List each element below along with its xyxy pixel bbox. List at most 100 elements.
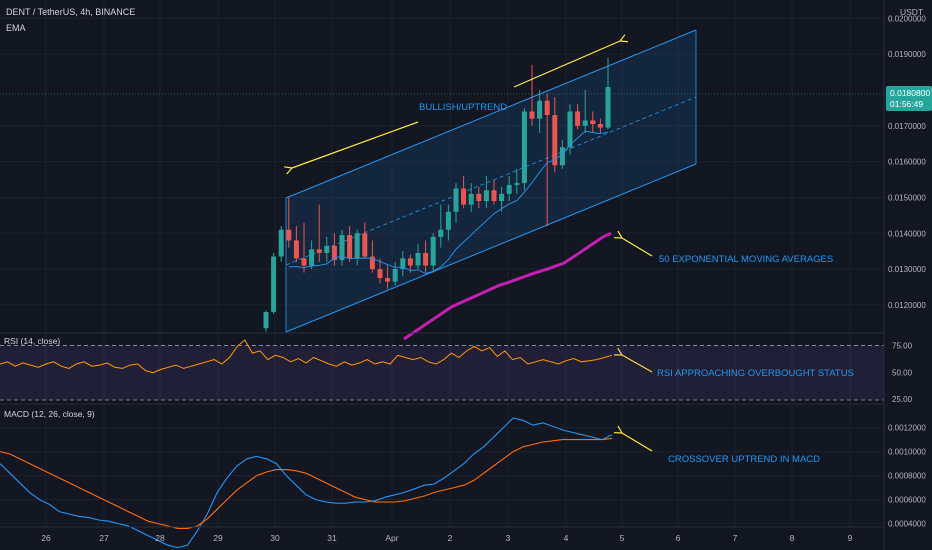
price-tick-label: 0.0140000: [888, 229, 926, 238]
candle: [514, 168, 520, 194]
macd-tick-label: 0.0012000: [888, 424, 926, 433]
price-tick-label: 0.0130000: [888, 265, 926, 274]
time-tick-label: 8: [790, 533, 795, 543]
candle: [347, 226, 353, 262]
arrow-shaft: [513, 40, 621, 88]
candle: [476, 186, 482, 209]
rsi-pane[interactable]: RSI (14, close) RSI APPROACHING OVERBOUG…: [0, 336, 884, 401]
candle-body: [597, 124, 603, 128]
arrow-head: [617, 347, 623, 356]
candle: [385, 265, 391, 289]
candle-body: [438, 229, 444, 237]
last-price-badge: [886, 86, 932, 111]
time-tick-label: 5: [620, 533, 625, 543]
candle-body: [499, 193, 505, 202]
trend-channel[interactable]: [285, 29, 697, 333]
candle-body: [278, 229, 284, 257]
candle: [377, 258, 383, 284]
time-tick-label: 27: [99, 533, 109, 543]
candle-body: [506, 184, 512, 194]
macd-tick-label: 0.0008000: [888, 472, 926, 481]
countdown-timer: 01:56:49: [890, 99, 923, 109]
candle: [293, 226, 299, 262]
ema-legend: EMA: [6, 23, 26, 33]
time-tick-label: 28: [155, 533, 165, 543]
candle: [415, 244, 421, 270]
candle: [468, 183, 474, 212]
time-tick-label: 30: [270, 533, 280, 543]
candle: [423, 240, 429, 273]
candle-body: [537, 100, 543, 119]
time-axis-ticks: 26 27 28 29 30 31 Apr 2 3 4 5 6 7 8 9: [41, 533, 852, 543]
candle: [582, 89, 588, 133]
candle-body: [309, 249, 315, 266]
time-tick-label: Apr: [385, 533, 398, 543]
arrow-shaft: [621, 432, 653, 452]
grid-lines: [0, 0, 884, 527]
rsi-title: RSI (14, close): [4, 336, 60, 346]
candle: [263, 310, 269, 332]
candle-body: [559, 147, 565, 166]
candle: [354, 229, 360, 266]
candle: [286, 197, 292, 248]
candle-body: [286, 229, 292, 241]
price-tick-label: 0.0160000: [888, 158, 926, 167]
candle: [407, 254, 413, 273]
arrow-head: [617, 425, 623, 434]
candle-body: [301, 258, 307, 266]
candle-body: [347, 235, 353, 259]
candle: [369, 240, 375, 273]
rsi-band: [0, 345, 884, 400]
time-tick-label: 3: [506, 533, 511, 543]
price-tick-label: 0.0170000: [888, 122, 926, 131]
arrow-head: [617, 230, 623, 239]
macd-tick-label: 0.0006000: [888, 496, 926, 505]
channel-lower-line[interactable]: [285, 163, 697, 333]
last-price-value: 0.0180800: [890, 88, 930, 98]
macd-arrow: [613, 425, 653, 452]
candle: [537, 89, 543, 133]
price-tick-label: 0.0200000: [888, 14, 926, 23]
rsi-tick-label: 25.00: [892, 395, 913, 404]
candle: [521, 107, 527, 191]
price-axis-ticks: 0.0200000 0.0190000 0.0170000 0.0160000 0.01…: [888, 14, 926, 310]
signal-line: [0, 437, 613, 529]
time-tick-label: 6: [676, 533, 681, 543]
macd-tick-label: 0.0004000: [888, 520, 926, 529]
candle: [309, 240, 315, 270]
candle-body: [590, 120, 596, 125]
candle-body: [544, 100, 550, 116]
rsi-line: [0, 339, 613, 374]
candle-body: [362, 233, 368, 257]
candle-body: [468, 193, 474, 205]
ema-arrow: [613, 230, 653, 257]
candle-body: [453, 188, 459, 212]
channel-fill: [286, 30, 696, 332]
time-tick-label: 31: [327, 533, 337, 543]
time-tick-label: 9: [848, 533, 853, 543]
macd-pane[interactable]: MACD (12, 26, close, 9) CROSSOVER UPTREN…: [0, 409, 820, 549]
candle: [453, 183, 459, 223]
candle: [461, 175, 467, 209]
channel-upper-line[interactable]: [285, 29, 697, 199]
annotation-ema: 50 EXPONENTIAL MOVING AVERAGES: [659, 254, 833, 265]
candle-body: [316, 249, 322, 253]
time-tick-label: 29: [213, 533, 223, 543]
candle: [445, 204, 451, 241]
candle: [567, 104, 573, 155]
candle: [392, 261, 398, 286]
candle-body: [575, 111, 581, 126]
time-tick-label: 26: [41, 533, 51, 543]
arrow-shaft: [621, 237, 653, 257]
candle-body: [400, 258, 406, 270]
candle: [575, 104, 581, 130]
candle-body: [392, 269, 398, 282]
time-tick-label: 4: [564, 533, 569, 543]
price-tick-label: 0.0150000: [888, 193, 926, 202]
candle-body: [263, 312, 269, 329]
arrow-shaft: [291, 121, 419, 169]
candle-body: [476, 193, 482, 202]
price-pane[interactable]: BULLISH/UPTREND 50 EXPONENTIAL MOVING AV…: [0, 7, 884, 452]
arrow-head: [284, 166, 293, 169]
